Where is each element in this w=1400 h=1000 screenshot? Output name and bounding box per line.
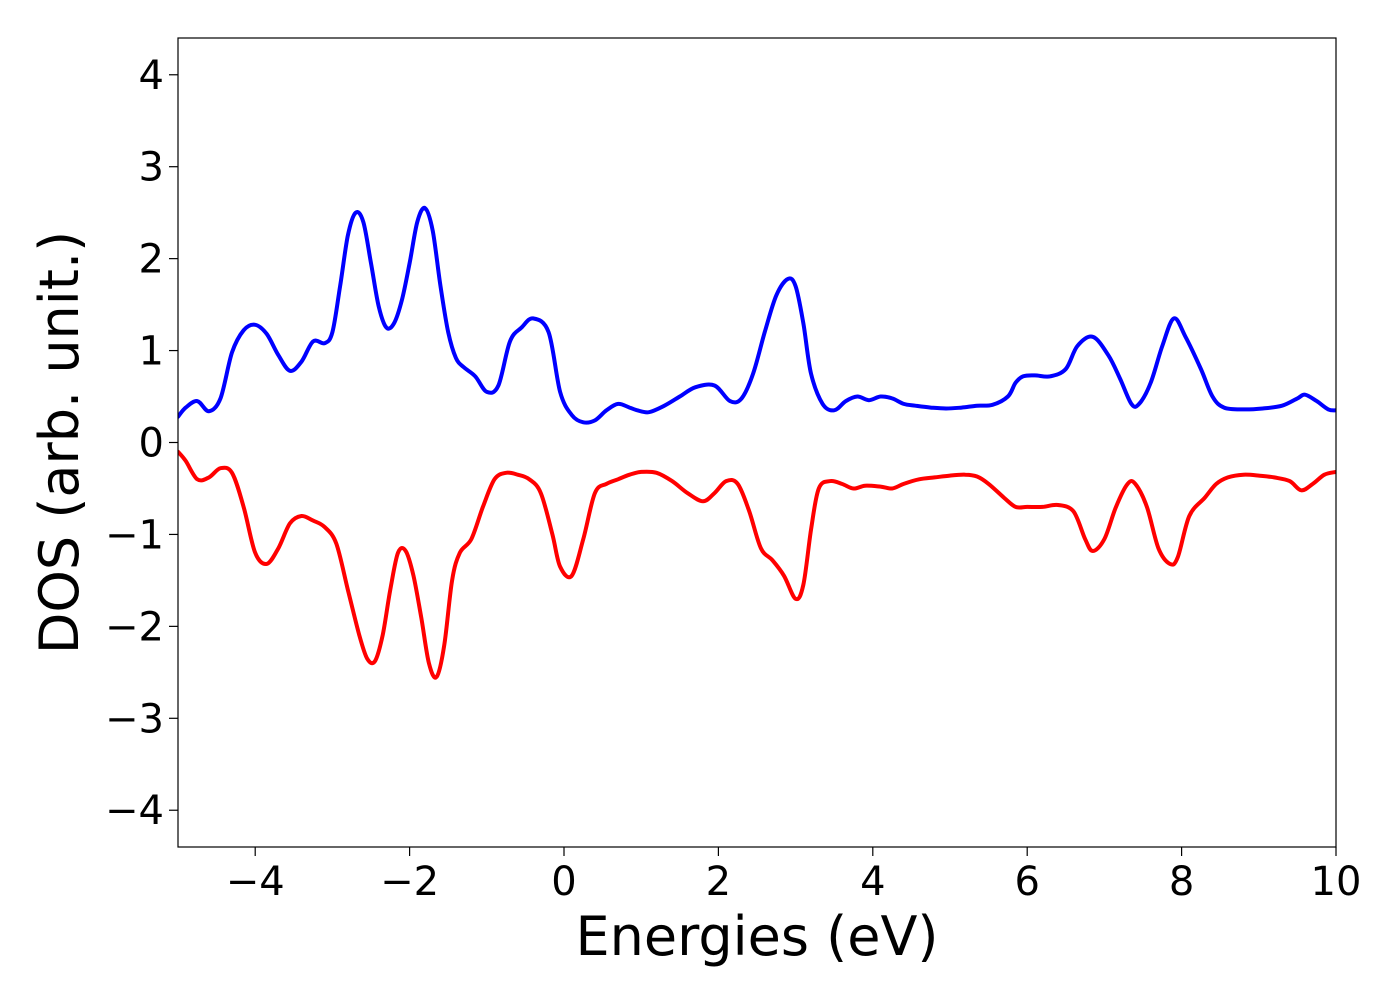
y-tick-label: 3 xyxy=(139,145,164,191)
y-tick-label: 2 xyxy=(139,237,164,283)
x-tick-label: 4 xyxy=(860,859,885,905)
x-tick-label: 2 xyxy=(706,859,731,905)
x-tick-label: −2 xyxy=(380,859,439,905)
y-axis-label: DOS (arb. unit.) xyxy=(28,231,91,654)
x-tick-label: 0 xyxy=(551,859,576,905)
y-tick-label: −1 xyxy=(105,512,164,558)
y-tick-label: −2 xyxy=(105,604,164,650)
y-tick-label: −4 xyxy=(105,788,164,834)
y-tick-label: 1 xyxy=(139,329,164,375)
dos-spin-up-line xyxy=(178,205,1336,425)
y-tick-label: 4 xyxy=(139,53,164,99)
y-tick-label: −3 xyxy=(105,696,164,742)
x-tick-label: 8 xyxy=(1169,859,1194,905)
x-tick-label: −4 xyxy=(226,859,285,905)
x-tick-label: 6 xyxy=(1014,859,1039,905)
dos-spin-down-line xyxy=(178,449,1336,680)
x-tick-label: 10 xyxy=(1311,859,1362,905)
x-axis-label: Energies (eV) xyxy=(576,905,939,968)
y-tick-label: 0 xyxy=(139,421,164,467)
plot-frame xyxy=(177,37,1337,848)
plot-area xyxy=(178,205,1336,680)
